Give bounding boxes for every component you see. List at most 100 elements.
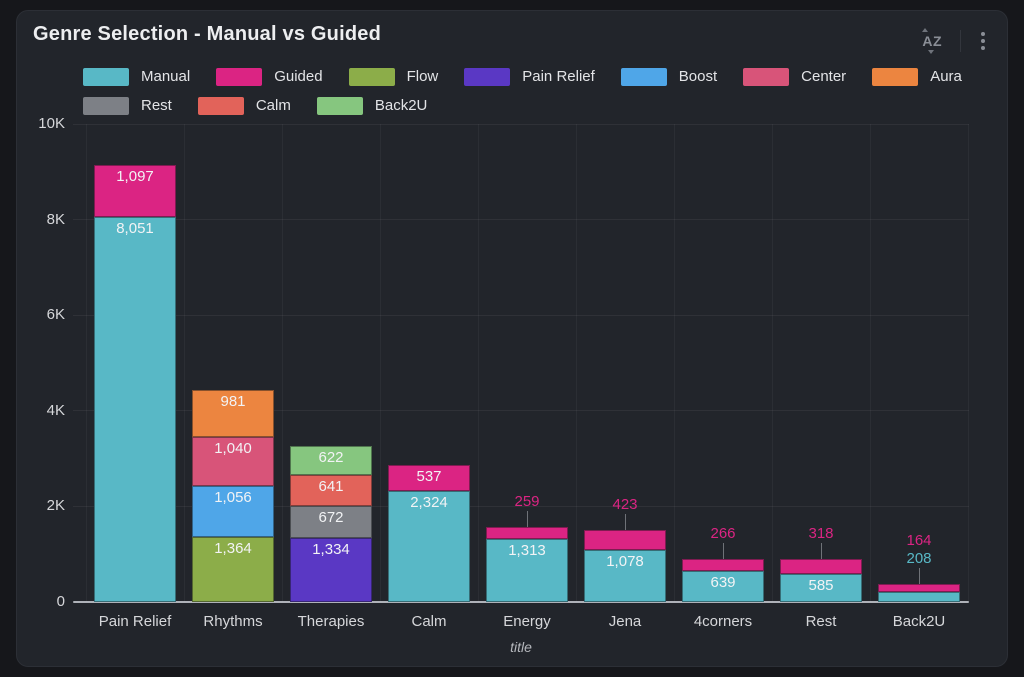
bar-segment-4corners-guided[interactable] <box>682 558 764 572</box>
legend: Manual Guided Flow Pain Relief Boost Center Au… <box>83 66 995 124</box>
bar-segment-rest-manual[interactable] <box>780 574 862 602</box>
gridline-x <box>380 124 381 602</box>
legend-swatch <box>83 96 129 115</box>
legend-label: Center <box>801 68 847 85</box>
legend-swatch <box>197 96 244 115</box>
legend-item-boost[interactable]: Boost <box>620 67 718 86</box>
legend-item-guided[interactable]: Guided <box>216 67 323 86</box>
legend-item-calm[interactable]: Calm <box>197 96 291 115</box>
legend-row-2: Rest Calm Back2U <box>83 95 995 116</box>
legend-swatch <box>216 67 263 86</box>
x-tick-label-therapies: Therapies <box>297 613 365 630</box>
bar-value-label-outside: 318 <box>808 524 834 542</box>
bar-segment-energy-guided[interactable] <box>486 526 568 540</box>
legend-label: Guided <box>274 68 323 85</box>
gridline-x <box>772 124 773 602</box>
bar-segment-jena-manual[interactable] <box>584 550 666 602</box>
x-tick-label-jena: Jena <box>608 613 642 630</box>
bar-segment-pain-relief-guided[interactable] <box>94 164 176 218</box>
kebab-dot <box>981 32 985 36</box>
bar-segment-rest-guided[interactable] <box>780 558 862 575</box>
bar-value-label-outside: 266 <box>710 524 736 542</box>
bar-segment-rhythms-center[interactable] <box>192 436 274 487</box>
bar-segment-rhythms-flow[interactable] <box>192 536 274 602</box>
x-tick-label-calm: Calm <box>411 613 447 630</box>
bar-segment-pain-relief-manual[interactable] <box>94 217 176 602</box>
legend-item-aura[interactable]: Aura <box>872 67 962 86</box>
bar-segment-therapies-pain-relief[interactable] <box>290 538 372 602</box>
gridline-x <box>674 124 675 602</box>
kebab-menu-icon[interactable] <box>975 28 991 54</box>
gridline-y-4K <box>73 410 969 412</box>
gridline-x <box>184 124 185 602</box>
value-leader-line <box>625 514 626 531</box>
gridline-y-8K <box>73 219 969 221</box>
x-axis-title: title <box>510 639 532 655</box>
y-tick-label: 8K <box>46 210 65 228</box>
legend-label: Flow <box>406 68 439 85</box>
bar-segment-jena-guided[interactable] <box>584 530 666 551</box>
gridline-x <box>968 124 969 602</box>
kebab-dot <box>981 46 985 50</box>
bar-segment-calm-manual[interactable] <box>388 490 470 602</box>
legend-swatch <box>316 96 363 115</box>
legend-item-center[interactable]: Center <box>743 67 847 86</box>
legend-label: Manual <box>141 68 191 85</box>
value-leader-line <box>821 542 822 559</box>
legend-swatch <box>872 67 919 86</box>
bar-segment-energy-manual[interactable] <box>486 539 568 602</box>
x-axis-line <box>73 601 969 603</box>
legend-label: Aura <box>930 68 962 85</box>
gridline-y-2K <box>73 505 969 507</box>
legend-item-flow[interactable]: Flow <box>348 67 439 86</box>
sort-az-icon[interactable]: AZ <box>918 28 946 54</box>
legend-swatch <box>620 67 667 86</box>
y-tick-label: 2K <box>46 497 65 515</box>
bar-value-label-outside: 164 <box>906 532 932 550</box>
x-tick-label-back2u: Back2U <box>892 613 946 630</box>
x-tick-label-rest: Rest <box>805 613 837 630</box>
legend-swatch <box>743 67 790 86</box>
bar-segment-4corners-manual[interactable] <box>682 571 764 602</box>
bar-segment-calm-guided[interactable] <box>388 465 470 491</box>
legend-item-pain-relief[interactable]: Pain Relief <box>464 67 595 86</box>
x-tick-label-rhythms: Rhythms <box>203 613 263 630</box>
legend-label: Pain Relief <box>522 68 595 85</box>
sort-caret-down-icon <box>928 50 935 54</box>
x-tick-label-pain-relief: Pain Relief <box>98 613 172 630</box>
legend-swatch <box>83 67 129 86</box>
bar-value-label-outside: 208 <box>906 550 932 568</box>
legend-row-1: Manual Guided Flow Pain Relief Boost Center Au… <box>83 66 995 87</box>
kebab-dot <box>981 39 985 43</box>
legend-item-rest[interactable]: Rest <box>83 96 172 115</box>
legend-label: Boost <box>678 68 718 85</box>
gridline-y-6K <box>73 314 969 316</box>
legend-label: Rest <box>141 97 172 114</box>
legend-swatch <box>348 67 395 86</box>
legend-item-manual[interactable]: Manual <box>83 67 191 86</box>
bar-segment-therapies-calm[interactable] <box>290 475 372 507</box>
bar-segment-rhythms-boost[interactable] <box>192 486 274 537</box>
legend-item-back2u[interactable]: Back2U <box>316 96 427 115</box>
gridline-y-10K <box>73 123 969 125</box>
sort-az-label: AZ <box>922 33 942 49</box>
bar-segment-rhythms-aura[interactable] <box>192 389 274 437</box>
bar-segment-back2u-guided[interactable] <box>878 584 960 593</box>
sort-caret-up-icon <box>922 28 929 32</box>
panel-title: Genre Selection - Manual vs Guided <box>33 23 381 45</box>
chart-panel: Genre Selection - Manual vs Guided AZ Ma… <box>16 10 1008 667</box>
bar-segment-therapies-back2u[interactable] <box>290 445 372 476</box>
y-tick-label: 0 <box>56 593 65 610</box>
value-leader-line <box>527 510 528 527</box>
bar-segment-back2u-manual[interactable] <box>878 592 960 602</box>
panel-header-actions: AZ <box>918 27 991 55</box>
y-tick-label: 4K <box>46 401 65 419</box>
legend-label: Calm <box>255 97 291 114</box>
bar-segment-therapies-rest[interactable] <box>290 506 372 539</box>
x-tick-label-energy: Energy <box>503 613 551 630</box>
value-leader-line <box>723 542 724 559</box>
gridline-x <box>576 124 577 602</box>
gridline-x <box>86 124 87 602</box>
chart-area: 0 2K 4K 6K 8K 10K 8,051 1,097 Pain Relief 1,364 1,… <box>17 11 1007 666</box>
